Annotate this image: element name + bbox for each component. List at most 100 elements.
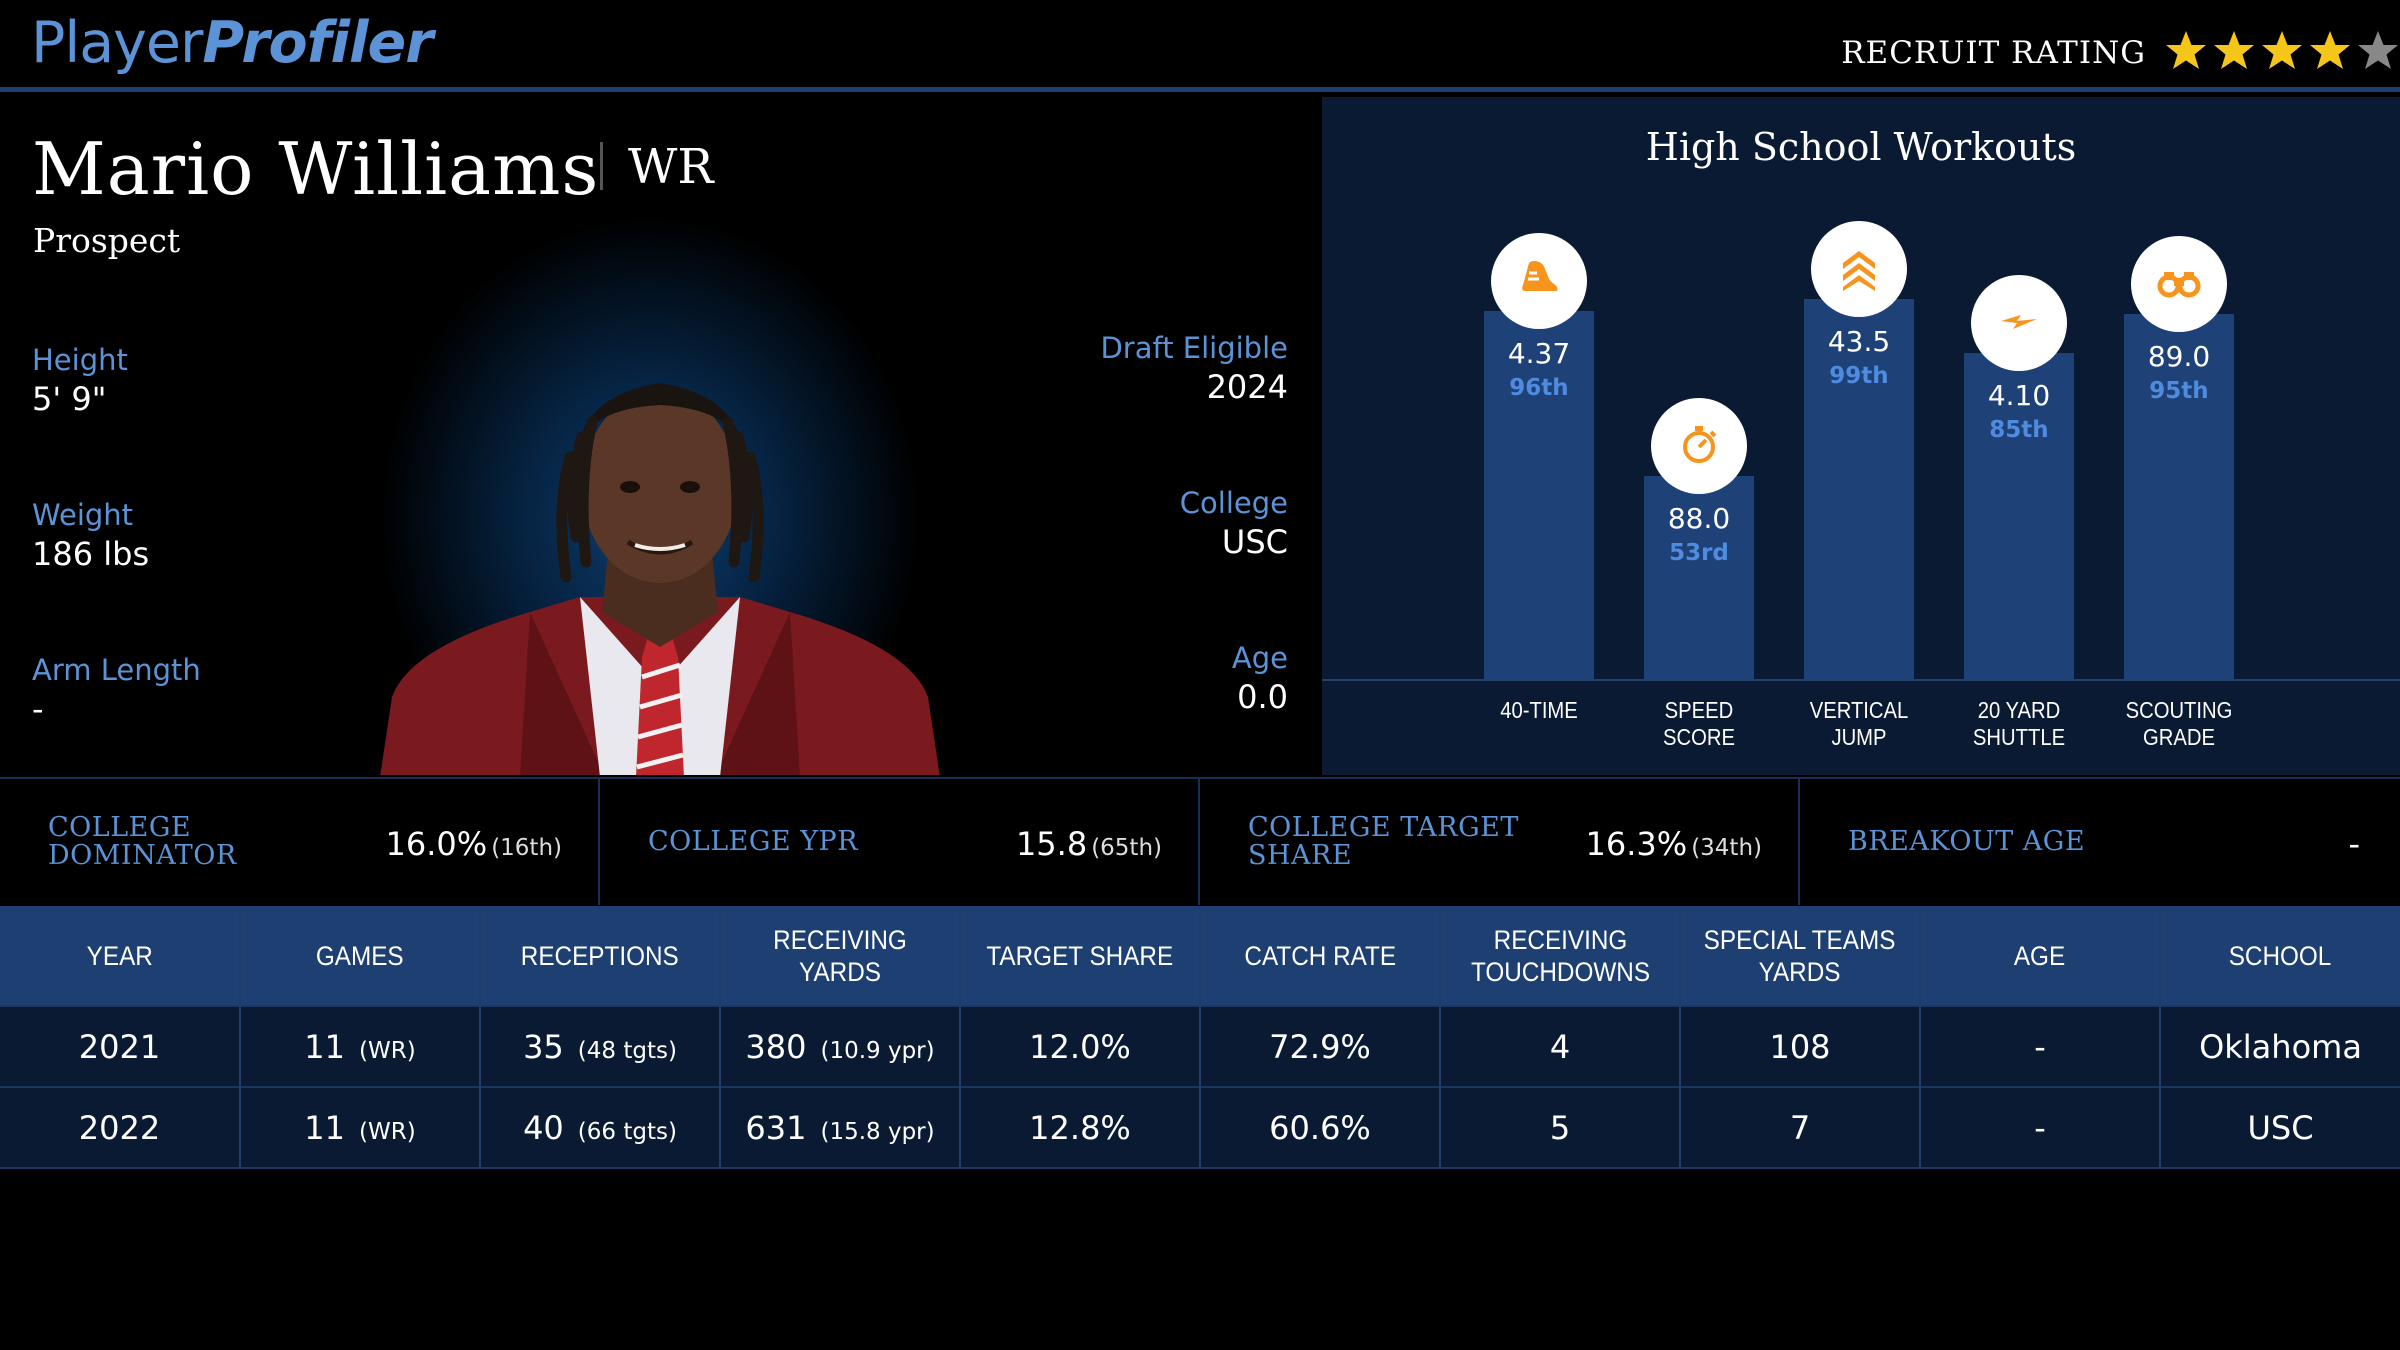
workout-label: 20 YARD SHUTTLE — [1949, 697, 2090, 751]
workout-value: 4.37 — [1507, 336, 1571, 370]
metric-number: 16.0% — [385, 825, 488, 863]
metric-label: BREAKOUT AGE — [1848, 826, 2086, 857]
workouts-baseline — [1322, 679, 2400, 681]
header-line-1: RECEIVING — [1493, 924, 1627, 955]
column-header-catch-rate[interactable]: CATCH RATE — [1200, 906, 1441, 1006]
weight-label: Weight — [32, 498, 134, 532]
star-empty-icon — [2358, 31, 2398, 69]
workout-percentile: 95th — [2149, 378, 2209, 405]
column-header-label: RECEIVING YARDS — [773, 924, 907, 987]
college-label: College — [1179, 486, 1288, 520]
column-header-receiving-touchdowns[interactable]: RECEIVING TOUCHDOWNS — [1440, 906, 1681, 1006]
column-header-year[interactable]: YEAR — [0, 906, 241, 1006]
binoculars-icon — [2131, 236, 2227, 333]
shoe-icon — [1491, 232, 1587, 329]
metric-rank: (16th) — [491, 835, 562, 861]
column-header-label: TARGET SHARE — [986, 940, 1174, 971]
arm-length-label: Arm Length — [32, 653, 201, 687]
column-header-label: RECEIVING TOUCHDOWNS — [1470, 924, 1649, 988]
metric-rank: (65th) — [1091, 835, 1162, 861]
cell-receiving-yards: 380 (10.9 ypr) — [720, 1005, 961, 1087]
chevrons-up-icon — [1811, 221, 1907, 317]
cell-special-teams-yards: 7 — [1680, 1086, 1921, 1169]
column-header-age[interactable]: AGE — [1920, 906, 2161, 1006]
cell-main: 40 — [523, 1108, 564, 1147]
height-value: 5' 9" — [32, 380, 107, 418]
star-filled-icon — [2214, 31, 2254, 69]
player-status: Prospect — [33, 221, 181, 260]
column-header-label: CATCH RATE — [1244, 940, 1396, 971]
site-logo[interactable]: PlayerProfiler — [31, 10, 433, 76]
cell-games: 11 (WR) — [240, 1086, 481, 1169]
cell-special-teams-yards: 108 — [1680, 1005, 1921, 1087]
cell-note: (15.8 ypr) — [820, 1118, 935, 1145]
column-header-label: AGE — [2014, 940, 2066, 971]
workout-bar — [1484, 310, 1594, 679]
weight-value: 186 lbs — [32, 535, 150, 573]
recruit-rating: RECRUIT RATING — [1841, 28, 2400, 78]
name-divider — [600, 142, 603, 190]
metric-college-dominator: COLLEGE DOMINATOR 16.0% (16th) — [0, 779, 600, 905]
workout-label-line-2: GRADE — [2143, 724, 2215, 750]
cell-main: 11 — [304, 1027, 346, 1066]
workout-percentile: 85th — [1989, 416, 2049, 443]
workout-label-line-2: JUMP — [1831, 724, 1887, 750]
workout-label-line-1: 40-TIME — [1500, 697, 1578, 723]
column-header-label: SPECIAL TEAMS YARDS — [1704, 924, 1896, 988]
metric-value: 16.3% (34th) — [1586, 825, 1762, 863]
workout-value: 88.0 — [1667, 502, 1731, 535]
header-line-2: TOUCHDOWNS — [1470, 956, 1650, 987]
draft-eligible-label: Draft Eligible — [1100, 331, 1288, 365]
metric-number: 16.3% — [1585, 825, 1688, 863]
column-header-label: YEAR — [86, 940, 153, 971]
workout-label-line-1: SCOUTING — [2125, 697, 2233, 723]
column-header-special-teams-yards[interactable]: SPECIAL TEAMS YARDS — [1680, 906, 1921, 1006]
column-header-target-share[interactable]: TARGET SHARE — [960, 906, 1201, 1006]
cell-catch-rate: 72.9% — [1200, 1005, 1441, 1087]
table-header-row: YEAR GAMES RECEPTIONS RECEIVING YARDS TA… — [0, 906, 2400, 1006]
workout-label: VERTICAL JUMP — [1789, 697, 1930, 751]
cell-age: - — [1920, 1005, 2161, 1087]
column-header-receiving-yards[interactable]: RECEIVING YARDS — [720, 906, 961, 1006]
cell-catch-rate: 60.6% — [1200, 1086, 1441, 1169]
workout-bar — [1804, 299, 1914, 679]
workout-value: 43.5 — [1827, 325, 1891, 358]
workout-bar — [2124, 314, 2234, 679]
column-header-label: SCHOOL — [2229, 940, 2332, 971]
workout-value: 89.0 — [2147, 340, 2211, 374]
top-header: PlayerProfiler RECRUIT RATING — [0, 0, 2400, 92]
arm-length-value: - — [32, 690, 44, 728]
workout-label-line-1: VERTICAL — [1809, 697, 1909, 723]
cell-note: (WR) — [359, 1037, 416, 1064]
college-value: USC — [1221, 523, 1288, 561]
cell-target-share: 12.0% — [960, 1005, 1201, 1087]
cell-note: (66 tgts) — [577, 1118, 677, 1145]
workout-bar — [1644, 476, 1754, 679]
workout-percentile: 96th — [1509, 374, 1569, 401]
metric-value: 16.0% (16th) — [386, 825, 562, 863]
workout-label-line-1: 20 YARD — [1977, 697, 2061, 723]
college-stats-table: YEAR GAMES RECEPTIONS RECEIVING YARDS TA… — [0, 906, 2400, 1169]
workout-percentile: 53rd — [1669, 540, 1729, 566]
metric-number: 15.8 — [1015, 825, 1088, 863]
player-photo — [380, 383, 940, 775]
cell-school[interactable]: Oklahoma — [2160, 1005, 2400, 1087]
metric-number: - — [2348, 825, 2360, 863]
cell-main: 380 — [745, 1027, 807, 1066]
column-header-receptions[interactable]: RECEPTIONS — [480, 906, 721, 1006]
cell-note: (WR) — [359, 1118, 416, 1145]
cell-school[interactable]: USC — [2160, 1086, 2400, 1169]
college-metrics-row: COLLEGE DOMINATOR 16.0% (16th) COLLEGE YP… — [0, 777, 2400, 905]
age-label: Age — [1231, 641, 1288, 675]
recruit-rating-label: RECRUIT RATING — [1841, 35, 2146, 71]
table-row: 2022 11 (WR) 40 (66 tgts) 631 (15.8 ypr) 12… — [0, 1086, 2400, 1169]
player-position: WR — [628, 139, 714, 195]
column-header-games[interactable]: GAMES — [240, 906, 481, 1006]
recruit-rating-stars — [2160, 29, 2400, 77]
workout-label-line-2: SHUTTLE — [1972, 724, 2066, 750]
column-header-school[interactable]: SCHOOL — [2160, 906, 2400, 1006]
metric-label: COLLEGE TARGET SHARE — [1248, 812, 1519, 871]
workout-label: SPEED SCORE — [1629, 697, 1770, 751]
player-name: Mario Williams — [32, 127, 600, 211]
metric-label: COLLEGE YPR — [648, 826, 859, 857]
